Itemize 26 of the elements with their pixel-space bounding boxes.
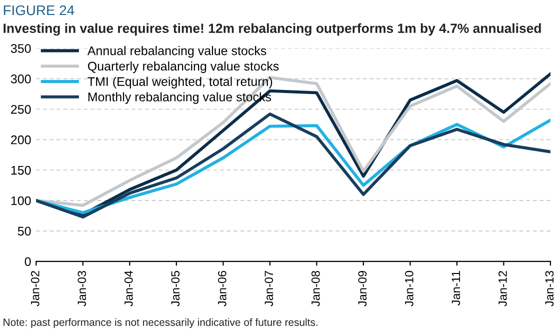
- legend-label: TMI (Equal weighted, total return): [88, 76, 272, 88]
- x-tick-label: Jan-13: [545, 270, 554, 306]
- y-tick-label: 0: [24, 257, 31, 266]
- x-tick-label: Jan-06: [218, 270, 226, 306]
- x-tick-label: Jan-08: [311, 270, 320, 306]
- y-tick-label: 100: [11, 196, 31, 206]
- y-tick-label: 250: [11, 104, 31, 114]
- chart-title: FIGURE 24: [4, 5, 74, 16]
- x-tick-label: Jan-11: [452, 271, 460, 306]
- x-tick-label: Jan-07: [264, 271, 274, 306]
- y-tick-label: 300: [10, 74, 31, 84]
- y-tick-label: 350: [10, 44, 31, 53]
- y-tick-label: 150: [11, 166, 31, 175]
- x-tick-label: Jan-02: [30, 271, 40, 306]
- legend-label: Annual rebalancing value stocks: [87, 46, 266, 58]
- x-tick-label: Jan-04: [124, 270, 133, 306]
- y-tick-label: 50: [18, 226, 31, 236]
- x-tick-label: Jan-05: [171, 270, 180, 306]
- x-tick-label: Jan-09: [358, 270, 367, 306]
- chart-subtitle: Investing in value requires time! 12m rebalancing outperforms 1m by 4.7% annualised: [4, 23, 541, 36]
- x-tick-label: Jan-10: [404, 270, 414, 306]
- text: Note: past performance is not necessarily indicative of future results.: [4, 318, 318, 328]
- x-tick-label: Jan-12: [498, 271, 507, 306]
- y-tick-label: 200: [11, 135, 31, 144]
- x-tick-label: Jan-03: [78, 270, 86, 306]
- legend-label: Quarterly rebalancing value stocks: [88, 61, 279, 74]
